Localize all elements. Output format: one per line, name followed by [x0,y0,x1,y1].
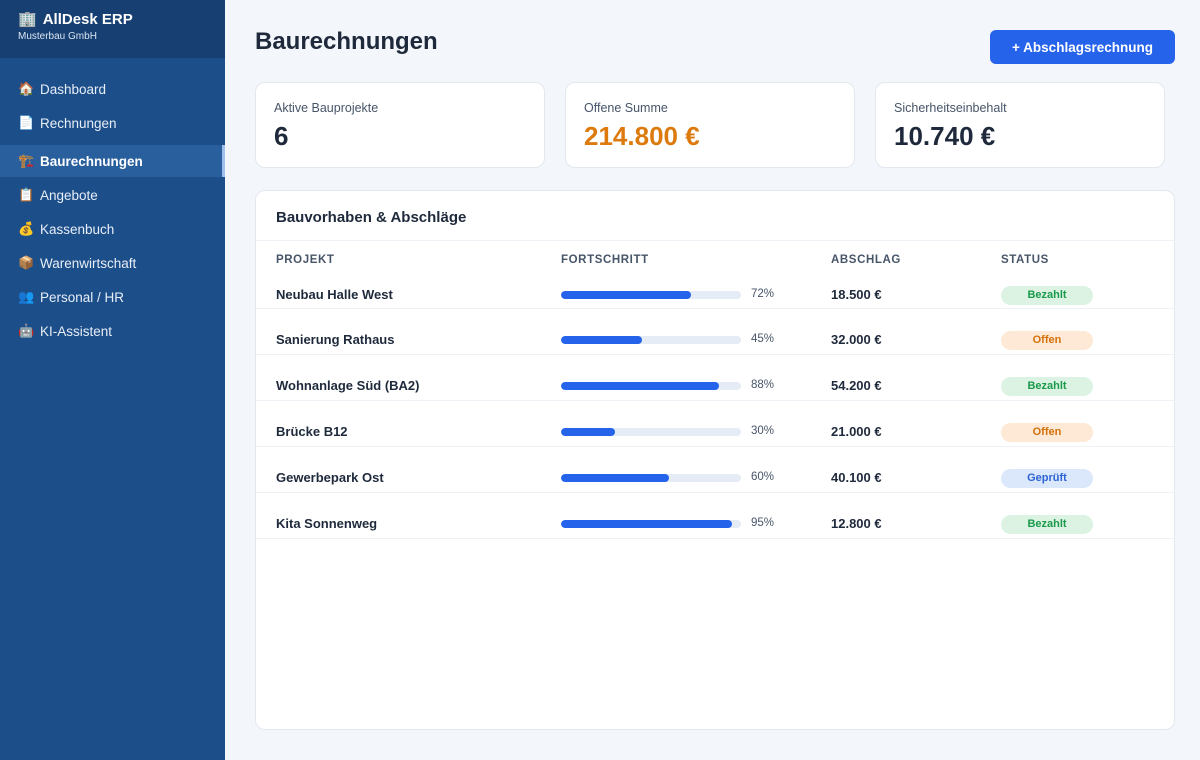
table-row[interactable]: Kita Sonnenweg 95% 12.800 € Bezahlt [256,493,1174,539]
kpi-value: 214.800 € [584,121,700,151]
kpi-label: Aktive Bauprojekte [274,101,379,115]
sidebar-item-dashboard[interactable]: 🏠 Dashboard [0,73,225,105]
table-row[interactable]: Wohnanlage Süd (BA2) 88% 54.200 € Bezahlt [256,355,1174,401]
progress-bar-fill [561,336,642,344]
amount: 32.000 € [831,332,882,347]
column-header-status: STATUS [1001,254,1049,266]
sidebar-item-ki-assistent[interactable]: 🤖 KI-Assistent [0,315,225,347]
amount: 18.500 € [831,287,882,302]
progress-percent: 60% [751,471,775,483]
table-header: PROJEKT FORTSCHRITT ABSCHLAG STATUS [256,241,1174,279]
project-name: Gewerbepark Ost [276,470,384,485]
status-badge: Bezahlt [1001,286,1093,305]
sidebar-item-label: Dashboard [40,81,107,97]
sidebar: 🏢 AllDesk ERP Musterbau GmbH 🏠 Dashboard… [0,0,225,760]
sidebar-item-angebote[interactable]: 📋 Angebote [0,179,225,211]
construction-icon: 🏗️ [18,153,35,168]
sidebar-nav: 🏠 Dashboard 📄 Rechnungen 🏗️ Baurechnunge… [0,73,225,347]
status-badge: Offen [1001,423,1093,442]
brand-title-row: 🏢 AllDesk ERP [18,10,207,29]
column-header-project: PROJEKT [276,254,335,266]
project-name: Brücke B12 [276,424,348,439]
page-title: Baurechnungen [255,28,438,55]
table-row[interactable]: Brücke B12 30% 21.000 € Offen [256,401,1174,447]
kpi-value: 6 [274,121,289,151]
status-badge: Geprüft [1001,469,1093,488]
sidebar-item-label: Baurechnungen [40,153,143,169]
sidebar-item-label: Personal / HR [40,289,125,305]
app-title: AllDesk ERP [42,10,133,28]
package-icon: 📦 [18,255,35,270]
sidebar-item-label: Angebote [40,187,98,203]
amount: 54.200 € [831,378,882,393]
project-name: Kita Sonnenweg [276,516,378,531]
building-icon: 🏢 [18,11,37,28]
kpi-card-open-sum: Offene Summe 214.800 € [565,82,855,168]
status-badge: Offen [1001,331,1093,350]
column-header-amount: ABSCHLAG [831,254,901,266]
sidebar-item-label: Rechnungen [40,115,117,131]
document-icon: 📄 [18,115,35,130]
progress-bar [561,428,741,436]
new-invoice-button[interactable]: + Abschlagsrechnung [990,30,1175,64]
amount: 40.100 € [831,470,882,485]
progress-bar-fill [561,291,691,299]
kpi-card-retention: Sicherheitseinbehalt 10.740 € [875,82,1165,168]
progress-percent: 30% [751,425,775,437]
panel-title: Bauvorhaben & Abschläge [256,191,1174,241]
status-badge: Bezahlt [1001,377,1093,396]
amount: 21.000 € [831,424,882,439]
progress-bar [561,520,741,528]
table-row[interactable]: Neubau Halle West 72% 18.500 € Bezahlt [256,279,1174,309]
projects-panel: Bauvorhaben & Abschläge PROJEKT FORTSCHR… [255,190,1175,730]
kpi-value: 10.740 € [894,121,996,151]
status-badge: Bezahlt [1001,515,1093,534]
sidebar-item-warenwirtschaft[interactable]: 📦 Warenwirtschaft [0,247,225,279]
money-bag-icon: 💰 [18,221,35,236]
progress-percent: 88% [751,379,775,391]
kpi-card-projects: Aktive Bauprojekte 6 [255,82,545,168]
company-name: Musterbau GmbH [18,31,97,42]
progress-bar-fill [561,428,615,436]
project-name: Sanierung Rathaus [276,332,395,347]
progress-bar [561,291,741,299]
sidebar-item-personal[interactable]: 👥 Personal / HR [0,281,225,313]
robot-icon: 🤖 [18,323,35,338]
progress-bar-fill [561,382,720,390]
sidebar-item-rechnungen[interactable]: 📄 Rechnungen [0,107,225,139]
table-body: Neubau Halle West 72% 18.500 € Bezahlt Sanie… [256,279,1174,539]
progress-percent: 72% [751,288,775,300]
project-name: Wohnanlage Süd (BA2) [276,378,420,393]
sidebar-item-kassenbuch[interactable]: 💰 Kassenbuch [0,213,225,245]
progress-bar [561,382,741,390]
progress-bar-fill [561,520,732,528]
amount: 12.800 € [831,516,882,531]
clipboard-icon: 📋 [18,187,35,202]
progress-percent: 45% [751,333,775,345]
table-row[interactable]: Gewerbepark Ost 60% 40.100 € Geprüft [256,447,1174,493]
kpi-label: Sicherheitseinbehalt [894,101,1007,115]
progress-percent: 95% [751,517,775,529]
sidebar-item-label: Warenwirtschaft [40,255,137,271]
project-name: Neubau Halle West [276,287,393,302]
progress-bar [561,336,741,344]
brand-header: 🏢 AllDesk ERP Musterbau GmbH [0,0,225,58]
column-header-progress: FORTSCHRITT [561,254,649,266]
kpi-label: Offene Summe [584,101,668,115]
sidebar-item-label: Kassenbuch [40,221,115,237]
progress-bar [561,474,741,482]
table-row[interactable]: Sanierung Rathaus 45% 32.000 € Offen [256,309,1174,355]
home-icon: 🏠 [18,81,35,96]
progress-bar-fill [561,474,669,482]
people-icon: 👥 [18,289,35,304]
sidebar-item-label: KI-Assistent [40,323,113,339]
sidebar-item-baurechnungen[interactable]: 🏗️ Baurechnungen [0,145,225,177]
